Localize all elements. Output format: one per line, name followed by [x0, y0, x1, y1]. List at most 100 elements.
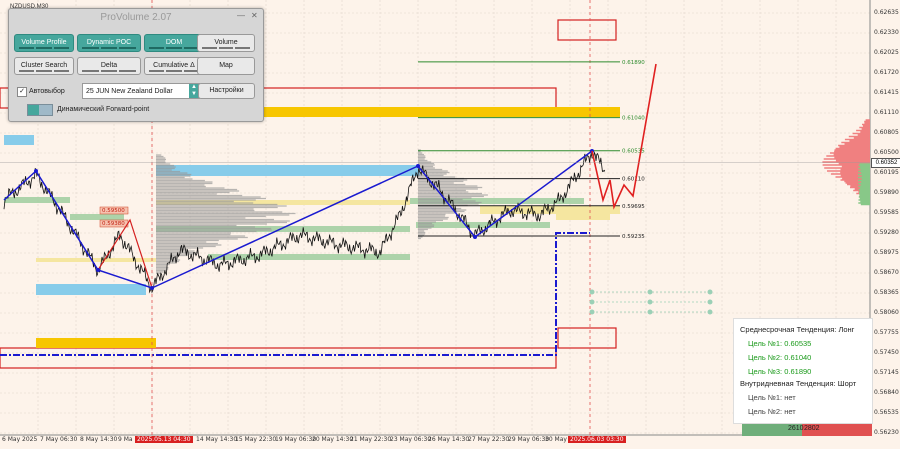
time-axis-label: 14 May 14:30	[196, 436, 238, 443]
target-marker-dot	[707, 309, 713, 315]
price-axis-label: 0.57450	[874, 349, 899, 356]
auto-select-label: Автовыбор	[29, 88, 65, 95]
instrument-select[interactable]: 25 JUN New Zealand Dollar ▲ ▼	[82, 83, 200, 99]
intra-target-1: Цель №1: нет	[748, 393, 796, 402]
target-marker-dot	[589, 299, 595, 305]
price-axis-label: 0.56840	[874, 389, 899, 396]
chevron-updown-icon[interactable]: ▲ ▼	[189, 84, 199, 98]
forward-point-label: Динамический Forward-point	[57, 106, 150, 113]
supply-demand-zone	[0, 347, 557, 369]
volume-profile-may23	[418, 149, 488, 240]
price-label-text: 0.59500	[102, 208, 125, 214]
target-marker-dot	[647, 299, 653, 305]
price-axis-label: 0.60500	[874, 149, 899, 156]
pale-band	[480, 206, 620, 214]
time-axis-label: 20 May 14:30	[312, 436, 354, 443]
delta-label: Delta	[100, 62, 118, 69]
axis-volume-profile-neg	[858, 163, 870, 206]
price-label-box	[99, 206, 129, 215]
delta-balance-bar: 2610 2802	[742, 424, 872, 436]
target-marker-dot	[647, 289, 653, 295]
time-axis-label: 29 May 06:30	[508, 436, 550, 443]
yellow-zone	[36, 338, 156, 348]
volume-button[interactable]: Volume	[197, 34, 255, 52]
forward-point-toggle[interactable]	[27, 104, 53, 116]
zigzag-node	[96, 268, 100, 272]
green-band	[410, 198, 584, 204]
minimize-icon[interactable]: —	[237, 11, 245, 20]
price-axis-label: 0.62330	[874, 29, 899, 36]
cluster-search-label: Cluster Search	[20, 62, 68, 69]
pale-band	[36, 258, 156, 262]
price-axis-label: 0.62025	[874, 49, 899, 56]
target-level-label: 0.60110	[622, 177, 645, 183]
auto-select-checkbox[interactable]: ✓	[17, 87, 27, 97]
volume-profile-may13	[156, 154, 296, 275]
price-axis-label: 0.59280	[874, 229, 899, 236]
current-price-tag: 0.60352	[871, 157, 900, 168]
settings-label: Настройки	[209, 87, 244, 94]
volume-profile-label: Volume Profile	[21, 39, 67, 46]
price-series	[3, 151, 606, 294]
mid-target-1: Цель №1: 0.60535	[748, 339, 812, 348]
target-level-label: 0.59695	[622, 204, 645, 210]
green-band	[416, 222, 550, 228]
time-axis-label: 23 May 06:30	[390, 436, 432, 443]
target-marker-dot	[589, 289, 595, 295]
green-band	[70, 214, 124, 220]
target-marker-dot	[707, 299, 713, 305]
target-marker-dot	[589, 309, 595, 315]
dynamic-poc-button[interactable]: Dynamic POC	[77, 34, 141, 52]
mid-target-3: Цель №3: 0.61890	[748, 367, 812, 376]
time-axis-label: 15 May 22:30	[235, 436, 277, 443]
zigzag-node	[416, 164, 420, 168]
price-axis-label: 0.56230	[874, 429, 899, 436]
map-label: Map	[219, 62, 233, 69]
price-axis-label: 0.58060	[874, 309, 899, 316]
dom-button[interactable]: DOM	[144, 34, 204, 52]
green-band	[4, 197, 70, 203]
close-icon[interactable]: ✕	[251, 11, 258, 20]
price-axis-label: 0.60195	[874, 169, 899, 176]
time-axis-label: 30 May	[545, 436, 567, 443]
dashdot-level	[0, 232, 590, 356]
time-axis-label: 6 May 2025	[2, 436, 38, 443]
time-axis-label: 7 May 06:30	[40, 436, 78, 443]
time-axis-label: 26 May 14:30	[428, 436, 470, 443]
volume-profile-button[interactable]: Volume Profile	[14, 34, 74, 52]
time-axis-label: 19 May 06:30	[275, 436, 317, 443]
price-axis-label: 0.58670	[874, 269, 899, 276]
zigzag-node	[150, 286, 154, 290]
price-axis-label: 0.60805	[874, 129, 899, 136]
price-axis-label: 0.58365	[874, 289, 899, 296]
zigzag-node	[473, 235, 477, 239]
supply-demand-zone	[557, 327, 617, 349]
price-label-text: 0.59380	[102, 221, 125, 227]
target-level-label: 0.61040	[622, 116, 645, 122]
pale-band	[156, 200, 410, 205]
target-level-label: 0.59235	[622, 234, 645, 240]
price-axis-label: 0.58975	[874, 249, 899, 256]
price-axis-label: 0.57145	[874, 369, 899, 376]
price-axis-label: 0.61415	[874, 89, 899, 96]
cumulative-delta-button[interactable]: Cumulative Δ	[144, 57, 204, 75]
pale-band	[556, 214, 610, 220]
mid-trend-title: Среднесрочная Тенденция: Лонг	[740, 325, 855, 334]
volume-label: Volume	[214, 39, 238, 46]
blue-zone	[156, 165, 420, 176]
time-axis-label: 21 May 22:30	[350, 436, 392, 443]
delta-right-value: 2802	[804, 425, 820, 432]
correction-line	[97, 218, 153, 289]
price-axis-label: 0.59890	[874, 189, 899, 196]
provolume-panel[interactable]: ProVolume 2.07 — ✕ Volume Profile Dynami…	[8, 8, 264, 122]
mid-target-2: Цель №2: 0.61040	[748, 353, 812, 362]
forecast-path	[591, 63, 657, 210]
settings-button[interactable]: Настройки	[198, 83, 255, 99]
intra-trend-title: Внутридневная Тенденция: Шорт	[740, 379, 857, 388]
delta-button[interactable]: Delta	[77, 57, 141, 75]
time-axis-label: 27 May 22:30	[468, 436, 510, 443]
delta-left-value: 2610	[788, 425, 804, 432]
cluster-search-button[interactable]: Cluster Search	[14, 57, 74, 75]
map-button[interactable]: Map	[197, 57, 255, 75]
